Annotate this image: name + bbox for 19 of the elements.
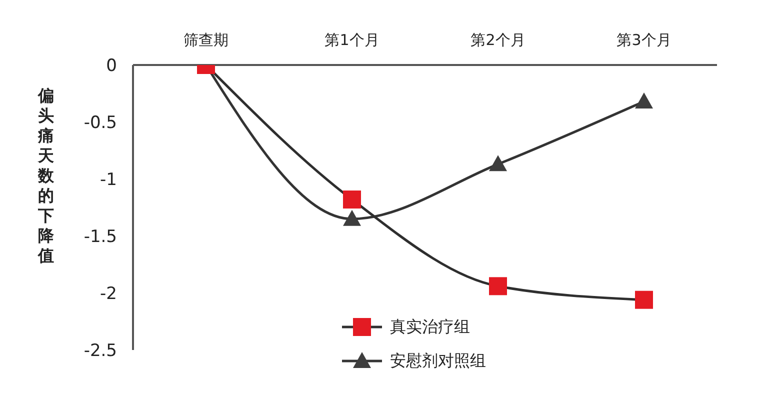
y-tick-label: -1.5 xyxy=(84,227,117,248)
legend-label: 真实治疗组 xyxy=(390,316,470,338)
point xyxy=(635,92,653,108)
text: 偏头痛天数的下降值 xyxy=(38,86,54,265)
x-tick-label: 第3个月 xyxy=(616,31,672,49)
point xyxy=(635,290,653,309)
y-tick-label: -2 xyxy=(100,284,117,304)
point xyxy=(489,277,507,296)
point xyxy=(489,155,507,172)
y-tick-label: -0.5 xyxy=(84,113,117,134)
y-tick-label: -2.5 xyxy=(84,341,117,362)
point xyxy=(343,190,361,209)
point xyxy=(343,210,361,226)
y-tick-label: -1 xyxy=(100,170,117,190)
x-tick-label: 筛查期 xyxy=(184,31,228,49)
x-tick-label: 第2个月 xyxy=(470,31,526,49)
x-tick-label: 第1个月 xyxy=(324,31,380,49)
y-tick-label: 0 xyxy=(106,56,117,76)
legend-label: 安慰剂对照组 xyxy=(390,350,486,372)
